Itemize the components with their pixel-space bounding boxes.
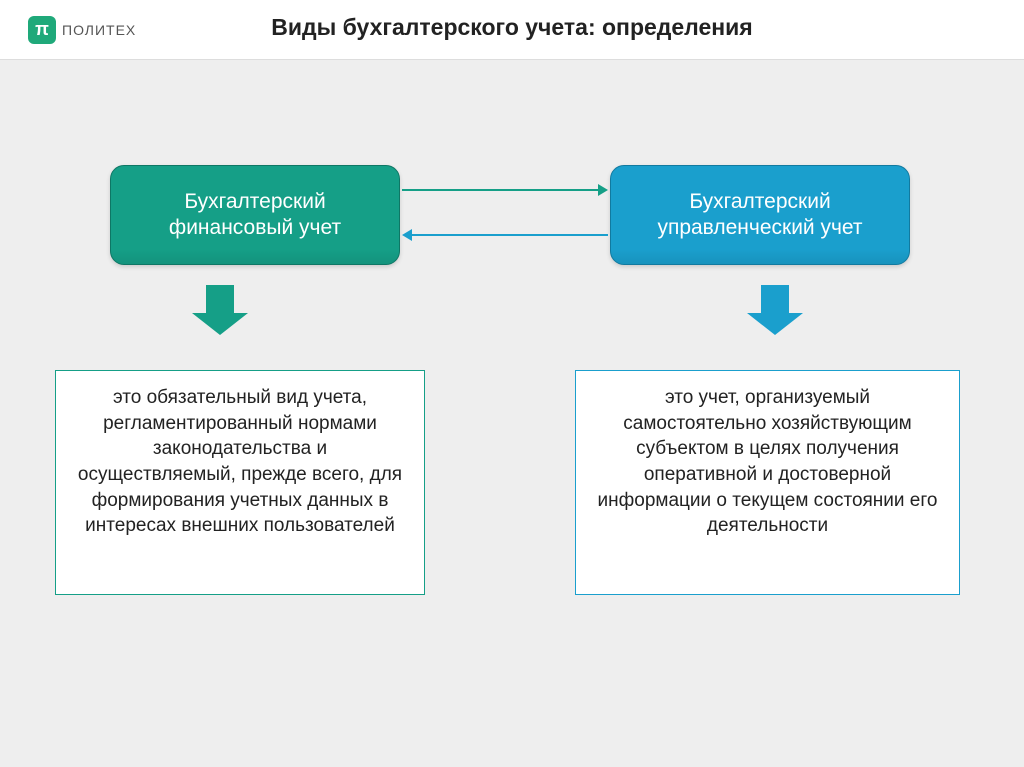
box-management-accounting: Бухгалтерский управленческий учет: [610, 165, 910, 265]
page-title: Виды бухгалтерского учета: определения: [0, 14, 1024, 41]
description-financial-text: это обязательный вид учета, регламентиро…: [78, 387, 402, 536]
diagram-canvas: Бухгалтерский финансовый учет Бухгалтерс…: [0, 60, 1024, 767]
box-financial-label: Бухгалтерский финансовый учет: [129, 189, 381, 242]
description-management-text: это учет, организуемый самостоятельно хо…: [598, 387, 938, 536]
header: π ПОЛИТЕХ Виды бухгалтерского учета: опр…: [0, 0, 1024, 60]
box-financial-accounting: Бухгалтерский финансовый учет: [110, 165, 400, 265]
description-financial: это обязательный вид учета, регламентиро…: [55, 370, 425, 595]
description-management: это учет, организуемый самостоятельно хо…: [575, 370, 960, 595]
box-management-label: Бухгалтерский управленческий учет: [629, 189, 891, 242]
